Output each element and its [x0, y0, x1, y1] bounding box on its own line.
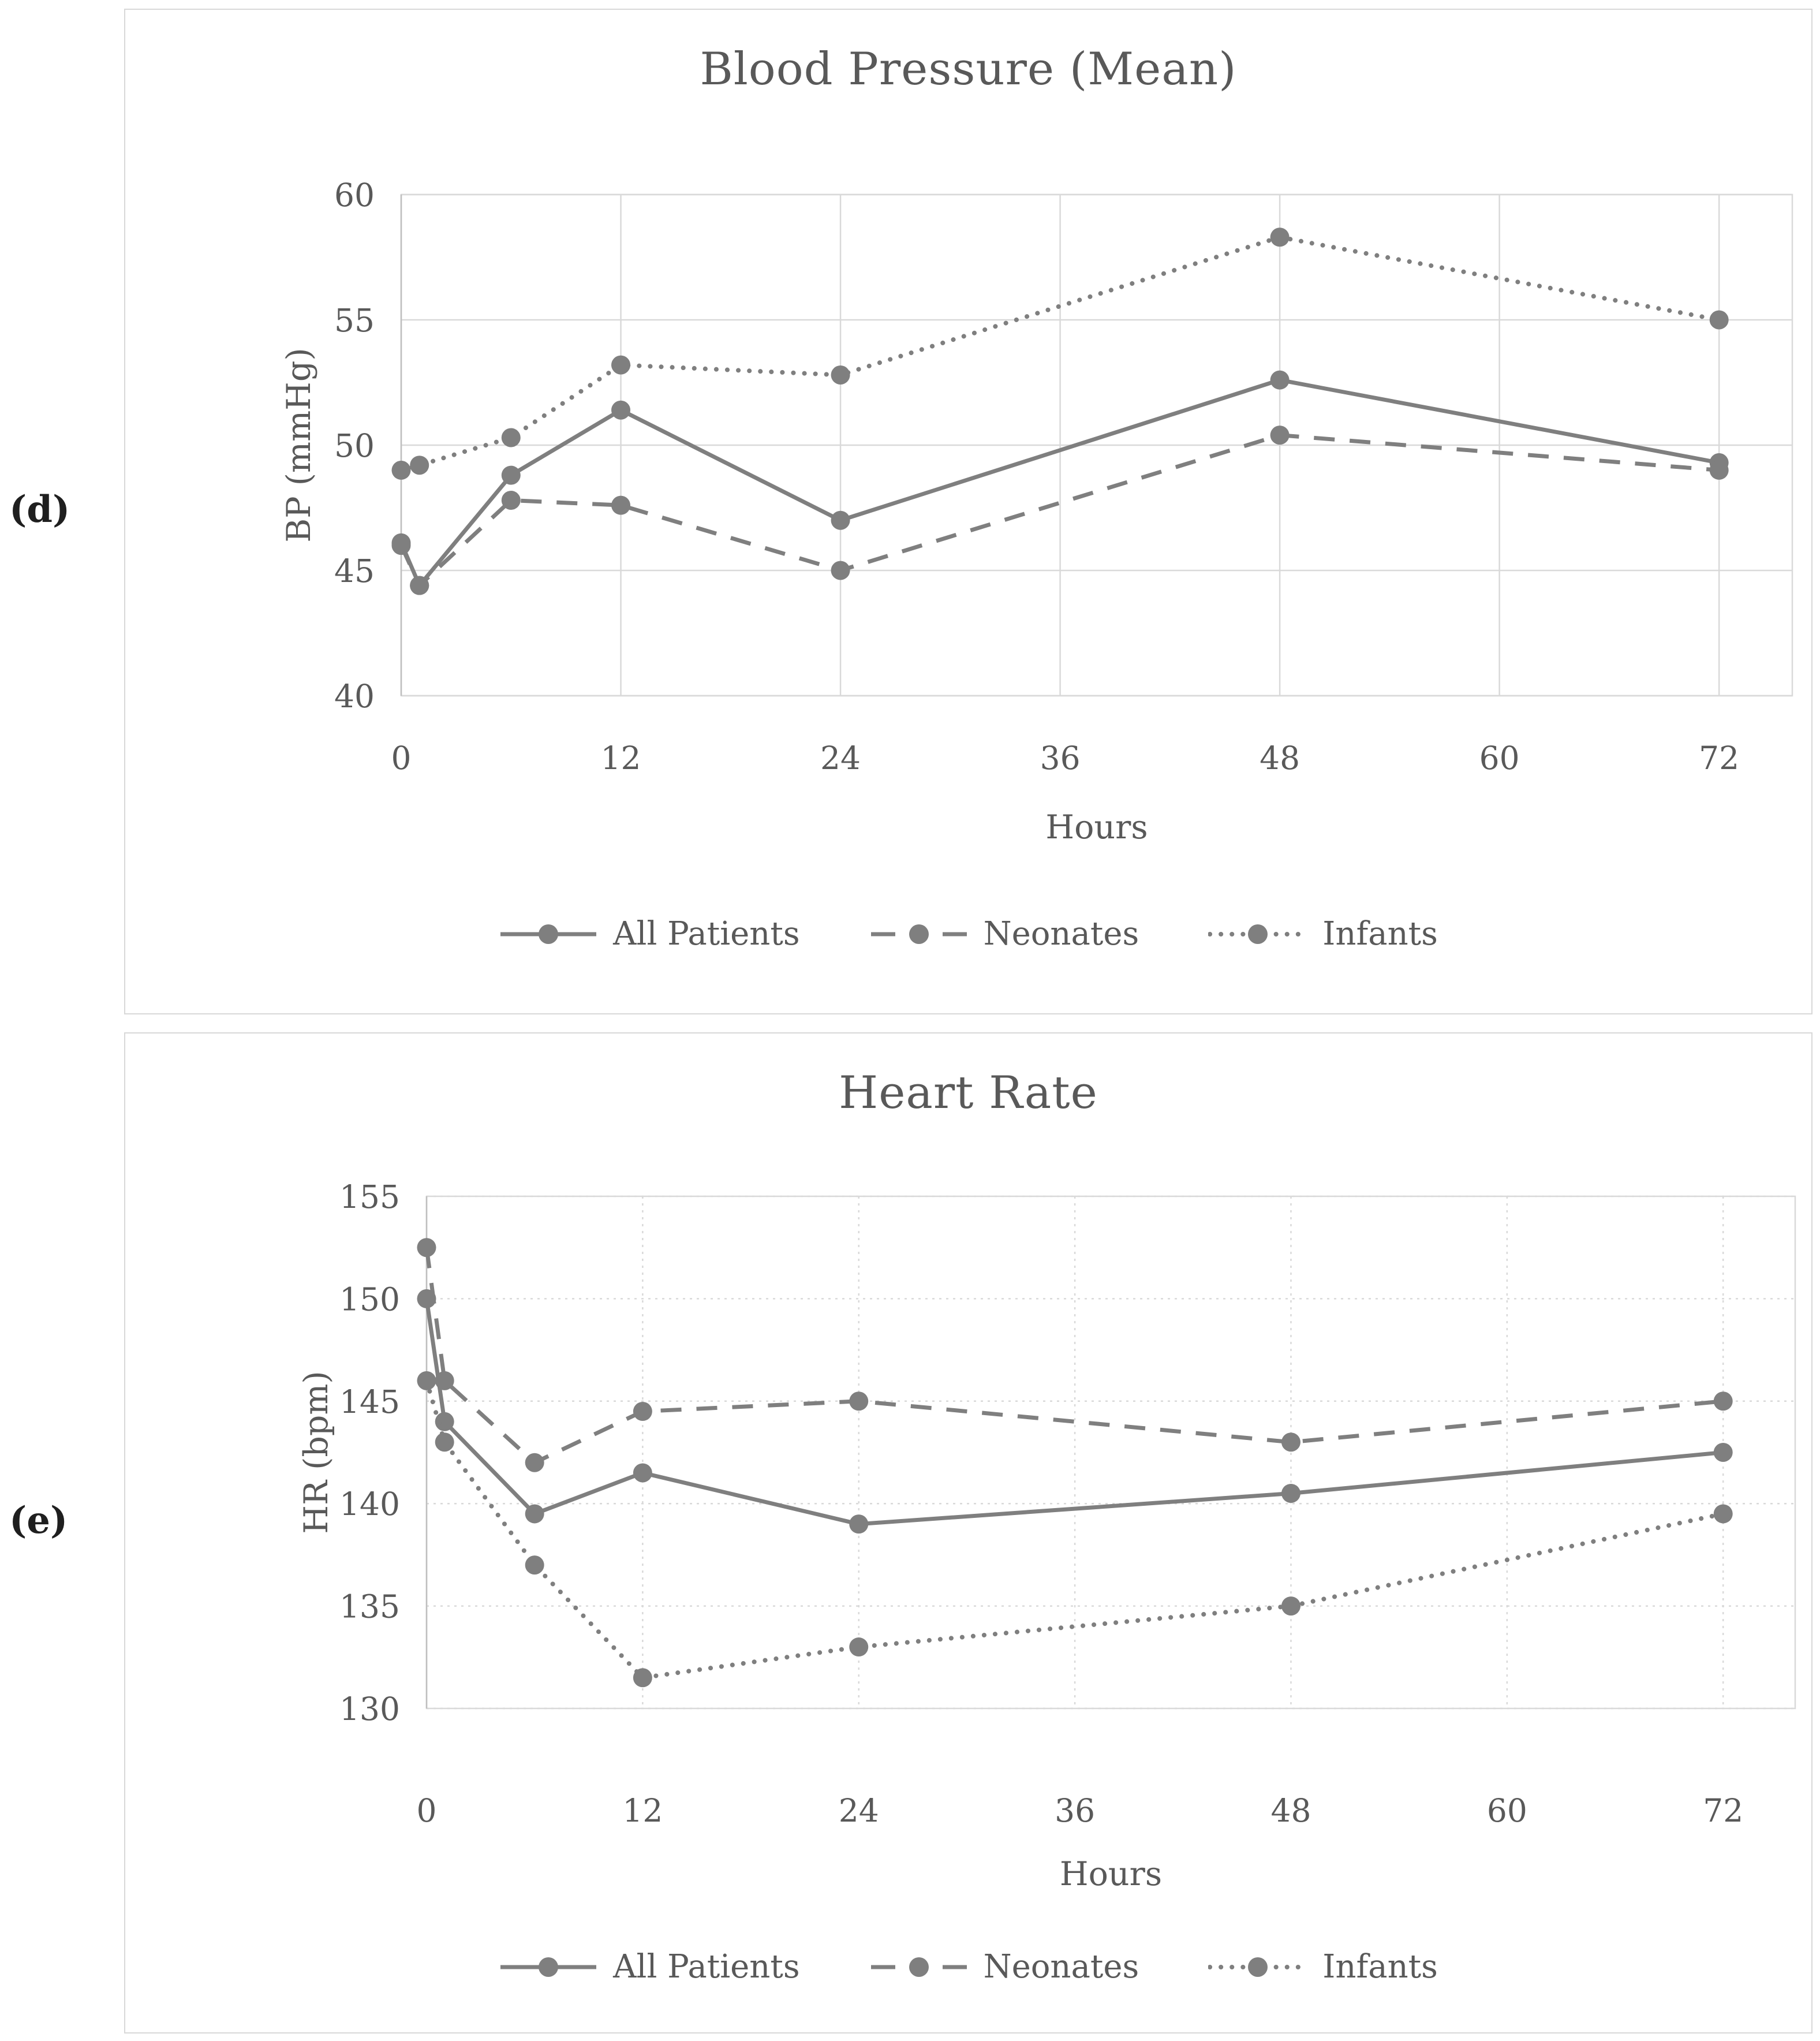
bp-chart-title: Blood Pressure (Mean)	[700, 43, 1237, 95]
y-tick-label: 60	[334, 177, 375, 214]
y-axis-title: HR (bpm)	[297, 1371, 335, 1533]
x-tick-label: 36	[1055, 1792, 1095, 1829]
y-tick-label: 50	[334, 427, 375, 464]
figure-label-d: (d)	[9, 488, 70, 531]
series-markers-infants	[417, 1371, 1733, 1688]
legend-item-all-patients: All Patients	[499, 915, 800, 953]
x-tick-label: 12	[601, 740, 641, 777]
legend-item-infants: Infants	[1208, 1948, 1438, 1986]
legend-label-neonates: Neonates	[983, 915, 1139, 953]
bp-plot-svg: 60 55 50 45 40 0 12 24 36 48 60 72 Hours BP (mmHg)	[280, 177, 1793, 846]
y-tick-label: 140	[339, 1486, 400, 1523]
legend-swatch-solid-line-icon	[500, 924, 597, 944]
figure-label-e: (e)	[9, 1499, 68, 1542]
blood-pressure-chart-panel: Blood Pressure (Mean) 60 55 50 45 40 0 12 24 36 4…	[124, 9, 1812, 1014]
hr-legend: All Patients Neonates Infants	[125, 1948, 1811, 1986]
x-tick-label: 60	[1479, 740, 1520, 777]
legend-item-infants: Infants	[1208, 915, 1438, 953]
bp-legend: All Patients Neonates Infants	[125, 915, 1811, 953]
legend-label-all-patients: All Patients	[613, 1948, 800, 1986]
x-tick-label: 72	[1703, 1792, 1743, 1829]
x-tick-label: 12	[622, 1792, 663, 1829]
series-markers-infants	[391, 227, 1729, 480]
y-tick-label: 130	[339, 1691, 400, 1727]
legend-item-neonates: Neonates	[869, 1948, 1139, 1986]
legend-swatch-dotted-line-icon	[1208, 1957, 1308, 1977]
y-tick-label: 55	[334, 302, 375, 339]
x-tick-label: 24	[839, 1792, 879, 1829]
series-markers-neonates	[391, 426, 1729, 595]
y-tick-label: 145	[339, 1383, 400, 1420]
legend-label-neonates: Neonates	[983, 1948, 1139, 1986]
y-tick-label: 155	[339, 1178, 400, 1215]
legend-label-infants: Infants	[1322, 1948, 1438, 1986]
x-tick-label: 0	[391, 740, 412, 777]
x-tick-label: 72	[1699, 740, 1739, 777]
legend-label-infants: Infants	[1322, 915, 1438, 953]
y-axis-title: BP (mmHg)	[280, 348, 318, 542]
hr-chart-title: Heart Rate	[839, 1067, 1098, 1119]
legend-swatch-dashed-line-icon	[870, 1957, 967, 1977]
x-tick-label: 48	[1260, 740, 1300, 777]
gridlines	[401, 193, 1792, 697]
legend-swatch-dotted-line-icon	[1208, 924, 1308, 944]
x-axis-title: Hours	[1045, 808, 1148, 846]
heart-rate-chart-panel: Heart Rate 155 150 145 140 135 130 0 12 24 36 48 60…	[124, 1032, 1812, 2033]
legend-swatch-solid-line-icon	[500, 1957, 597, 1977]
y-tick-label: 150	[339, 1281, 400, 1318]
x-tick-label: 48	[1270, 1792, 1311, 1829]
x-axis-title: Hours	[1060, 1855, 1162, 1893]
x-tick-label: 0	[417, 1792, 437, 1829]
gridlines	[427, 1195, 1795, 1710]
x-tick-label: 60	[1487, 1792, 1527, 1829]
legend-item-all-patients: All Patients	[499, 1948, 800, 1986]
y-tick-label: 45	[334, 553, 375, 589]
legend-item-neonates: Neonates	[869, 915, 1139, 953]
y-tick-label: 40	[334, 678, 375, 715]
series-markers-neonates	[417, 1238, 1733, 1472]
y-tick-label: 135	[339, 1588, 400, 1625]
legend-swatch-dashed-line-icon	[870, 924, 967, 944]
x-tick-label: 36	[1040, 740, 1081, 777]
hr-plot-svg: 155 150 145 140 135 130 0 12 24 36 48 60 72 Hours HR (…	[297, 1178, 1796, 1893]
x-tick-label: 24	[820, 740, 861, 777]
legend-label-all-patients: All Patients	[613, 915, 800, 953]
